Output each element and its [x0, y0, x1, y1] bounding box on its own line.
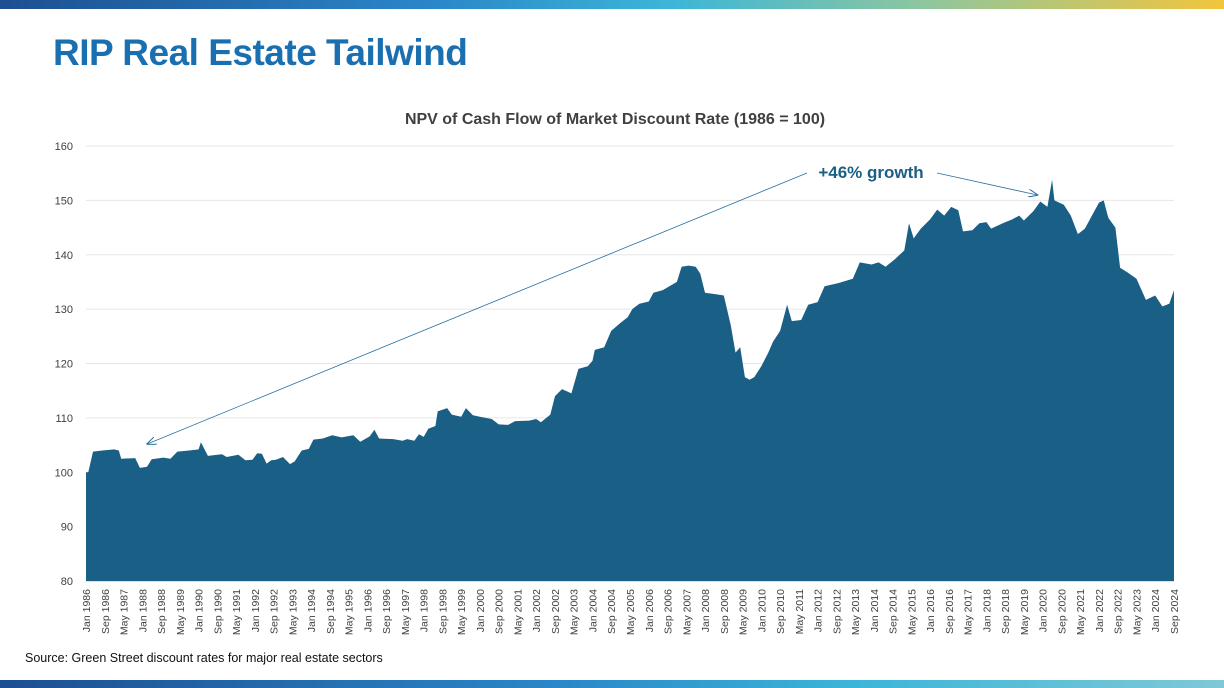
x-tick-label: Sep 2012	[831, 589, 843, 634]
x-tick-label: Jan 2014	[869, 589, 881, 632]
x-tick-label: Jan 2002	[531, 589, 543, 632]
x-tick-label: Jan 2012	[813, 589, 825, 632]
x-tick-label: Sep 2024	[1169, 589, 1181, 634]
x-tick-label: Jan 2018	[981, 589, 993, 632]
x-tick-label: May 2017	[963, 589, 975, 635]
npv-area	[86, 179, 1174, 581]
x-tick-label: Jan 1988	[137, 589, 149, 632]
x-tick-label: Jan 1986	[81, 589, 93, 632]
x-tick-label: Sep 1986	[100, 589, 112, 634]
x-tick-label: Sep 1998	[437, 589, 449, 634]
x-tick-label: Sep 2002	[550, 589, 562, 634]
x-tick-label: May 2013	[850, 589, 862, 635]
x-tick-label: Jan 2024	[1150, 589, 1162, 632]
x-tick-label: May 1997	[400, 589, 412, 635]
x-tick-label: May 1987	[119, 589, 131, 635]
slide-title: RIP Real Estate Tailwind	[53, 32, 468, 73]
source-note: Source: Green Street discount rates for …	[25, 651, 383, 665]
x-tick-label: May 1999	[456, 589, 468, 635]
growth-arrow-right	[936, 172, 1037, 195]
y-tick-label: 90	[61, 522, 73, 534]
x-axis: Jan 1986 Sep 1986 May 1987 Jan 1988 Sep 1988…	[81, 589, 1181, 635]
chart-title: NPV of Cash Flow of Market Discount Rate…	[405, 111, 825, 128]
x-tick-label: Jan 2006	[644, 589, 656, 632]
y-tick-label: 150	[55, 195, 73, 207]
x-tick-label: Jan 2008	[700, 589, 712, 632]
growth-annotation: +46% growth	[818, 163, 923, 182]
y-tick-label: 100	[55, 467, 73, 479]
x-tick-label: May 1989	[175, 589, 187, 635]
x-tick-label: Jan 2004	[588, 589, 600, 632]
x-tick-label: Sep 2006	[663, 589, 675, 634]
x-tick-label: Sep 2008	[719, 589, 731, 634]
x-tick-label: Sep 1994	[325, 589, 337, 634]
y-tick-label: 140	[55, 250, 73, 262]
x-tick-label: May 2003	[569, 589, 581, 635]
y-tick-label: 110	[55, 413, 73, 425]
y-tick-label: 160	[55, 141, 73, 153]
y-tick-label: 130	[55, 304, 73, 316]
x-tick-label: Sep 1988	[156, 589, 168, 634]
x-tick-label: Jan 1996	[362, 589, 374, 632]
y-tick-label: 80	[61, 576, 73, 588]
x-tick-label: May 2019	[1019, 589, 1031, 635]
x-tick-label: May 2005	[625, 589, 637, 635]
x-tick-label: May 2009	[738, 589, 750, 635]
x-tick-label: May 2011	[794, 589, 806, 634]
x-tick-label: Sep 1996	[381, 589, 393, 634]
x-tick-label: Jan 2022	[1094, 589, 1106, 632]
top-accent-bar	[0, 0, 1224, 9]
x-tick-label: Jan 2016	[925, 589, 937, 632]
x-tick-label: Sep 2014	[888, 589, 900, 634]
bottom-accent-bar	[0, 680, 1224, 688]
x-tick-label: Jan 2020	[1038, 589, 1050, 632]
x-tick-label: Sep 1992	[269, 589, 281, 634]
x-tick-label: Sep 2020	[1056, 589, 1068, 634]
x-tick-label: Jan 1998	[419, 589, 431, 632]
x-tick-label: Sep 2016	[944, 589, 956, 634]
y-tick-label: 120	[55, 359, 73, 371]
x-tick-label: May 2001	[512, 589, 524, 635]
x-tick-label: Jan 2010	[756, 589, 768, 632]
x-tick-label: Sep 2018	[1000, 589, 1012, 634]
x-tick-label: Sep 2004	[606, 589, 618, 634]
x-tick-label: Jan 1992	[250, 589, 262, 632]
x-tick-label: Jan 1990	[194, 589, 206, 632]
growth-arrows	[147, 172, 1037, 444]
x-tick-label: May 2007	[681, 589, 693, 635]
y-axis: 80 90 100 110 120 130 140 150 160	[55, 141, 73, 588]
x-tick-label: Sep 1990	[212, 589, 224, 634]
x-tick-label: Sep 2010	[775, 589, 787, 634]
x-tick-label: May 1995	[344, 589, 356, 635]
x-tick-label: May 2021	[1075, 589, 1087, 635]
x-tick-label: May 2015	[906, 589, 918, 635]
x-tick-label: May 2023	[1132, 589, 1144, 635]
x-tick-label: Sep 2022	[1113, 589, 1125, 634]
growth-arrow-left	[147, 172, 808, 444]
x-tick-label: May 1991	[231, 589, 243, 635]
x-tick-label: Jan 2000	[475, 589, 487, 632]
x-tick-label: Sep 2000	[494, 589, 506, 634]
x-tick-label: May 1993	[287, 589, 299, 635]
x-tick-label: Jan 1994	[306, 589, 318, 632]
